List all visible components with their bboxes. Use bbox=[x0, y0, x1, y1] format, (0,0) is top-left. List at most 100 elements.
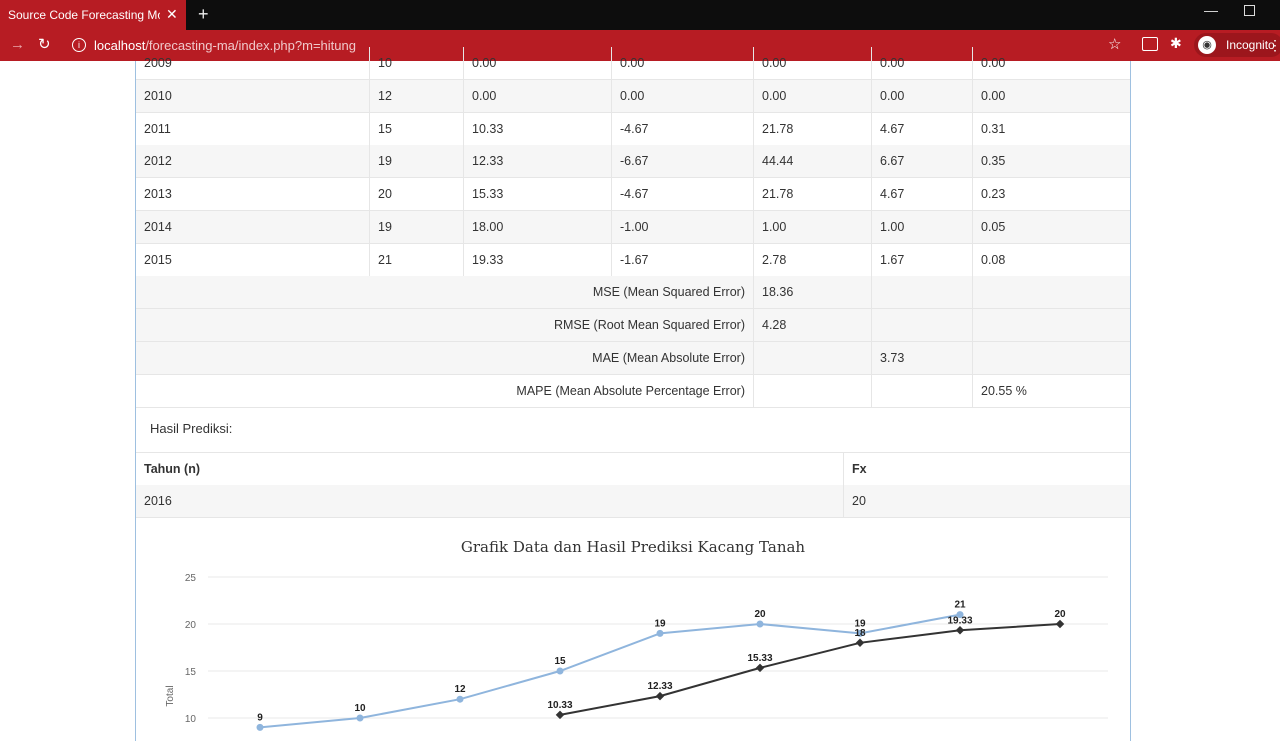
table-cell-actual: 19 bbox=[369, 211, 463, 243]
table-cell-year: 2014 bbox=[144, 220, 172, 234]
table-cell-actual: 12 bbox=[369, 79, 463, 112]
data-label: 18 bbox=[854, 628, 866, 639]
menu-kebab-icon[interactable]: ⋮ bbox=[1268, 37, 1280, 53]
new-tab-icon[interactable]: + bbox=[198, 4, 209, 24]
table-row: 2012 19 12.33 -6.67 44.44 6.67 0.35 bbox=[136, 145, 1130, 179]
data-label: 15.33 bbox=[747, 653, 772, 664]
data-point[interactable] bbox=[956, 611, 964, 619]
data-point[interactable] bbox=[356, 714, 364, 722]
data-label: 19 bbox=[654, 618, 666, 629]
empty-cell bbox=[871, 375, 972, 407]
series-line-2 bbox=[559, 623, 1061, 716]
table-cell-pct: 0.08 bbox=[972, 243, 1130, 276]
url-text[interactable]: localhost/forecasting-ma/index.php?m=hit… bbox=[94, 38, 356, 53]
minimize-icon[interactable]: — bbox=[1204, 2, 1218, 18]
table-cell-ma: 0.00 bbox=[463, 79, 611, 112]
table-cell-actual: 19 bbox=[369, 145, 463, 178]
empty-cell bbox=[972, 276, 1130, 308]
data-point[interactable] bbox=[656, 629, 664, 637]
table-cell-pct: 0.00 bbox=[972, 47, 1130, 79]
incognito-icon: ◉ bbox=[1198, 36, 1216, 54]
bookmark-star-icon[interactable]: ☆ bbox=[1108, 36, 1122, 53]
chart-series-group: 9 10 12 15 19 20 19 21 10.33 12.33 15.33 18 19.33 20 bbox=[256, 600, 1066, 731]
data-point[interactable] bbox=[456, 695, 464, 703]
prediction-year: 2016 bbox=[144, 494, 172, 508]
data-label: 20 bbox=[754, 609, 766, 620]
col-year-header: Tahun (n) bbox=[144, 462, 200, 476]
mse-label: MSE (Mean Squared Error) bbox=[592, 285, 745, 299]
mape-row: MAPE (Mean Absolute Percentage Error) 20… bbox=[136, 375, 1130, 408]
table-cell-sq: 1.00 bbox=[753, 211, 871, 243]
mse-value: 18.36 bbox=[753, 276, 871, 308]
reload-icon[interactable]: ↻ bbox=[38, 36, 51, 53]
data-point[interactable] bbox=[256, 723, 264, 731]
incognito-indicator[interactable]: ◉ Incognito bbox=[1194, 33, 1280, 57]
address-bar[interactable]: i localhost/forecasting-ma/index.php?m=h… bbox=[62, 33, 1100, 58]
table-cell-abs: 4.67 bbox=[871, 112, 972, 145]
prediction-fx: 20 bbox=[843, 485, 1130, 517]
tab-close-icon[interactable]: ✕ bbox=[166, 6, 178, 22]
table-cell-error: -1.00 bbox=[611, 211, 753, 243]
prediction-heading: Hasil Prediksi: bbox=[150, 421, 233, 436]
table-cell-abs: 0.00 bbox=[871, 47, 972, 79]
data-label: 10.33 bbox=[547, 700, 572, 711]
table-cell-abs: 4.67 bbox=[871, 178, 972, 211]
table-cell-pct: 0.00 bbox=[972, 79, 1130, 112]
table-cell-abs: 1.00 bbox=[871, 211, 972, 243]
data-point[interactable] bbox=[955, 626, 965, 635]
restore-icon[interactable] bbox=[1244, 5, 1255, 16]
data-label: 20 bbox=[1054, 609, 1066, 620]
data-point[interactable] bbox=[655, 691, 665, 701]
data-point[interactable] bbox=[1055, 619, 1065, 629]
table-cell-sq: 0.00 bbox=[753, 79, 871, 112]
content-panel: 2009 10 0.00 0.00 0.00 0.00 0.00 2010 12 0.00 0.00… bbox=[135, 47, 1131, 741]
data-point[interactable] bbox=[855, 638, 865, 648]
empty-cell bbox=[753, 375, 871, 407]
data-label: 12 bbox=[454, 684, 466, 695]
table-cell-year: 2012 bbox=[144, 154, 172, 169]
mae-row: MAE (Mean Absolute Error) 3.73 bbox=[136, 342, 1130, 375]
extensions-puzzle-icon[interactable]: ✱ bbox=[1170, 35, 1182, 51]
table-cell-year: 2011 bbox=[144, 121, 171, 136]
table-row: 2011 15 10.33 -4.67 21.78 4.67 0.31 bbox=[136, 112, 1130, 146]
tab-title: Source Code Forecasting Moving bbox=[8, 8, 160, 22]
mae-value: 3.73 bbox=[871, 342, 972, 374]
table-cell-error: 0.00 bbox=[611, 79, 753, 112]
table-cell-abs: 6.67 bbox=[871, 145, 972, 178]
table-row: 2015 21 19.33 -1.67 2.78 1.67 0.08 bbox=[136, 243, 1130, 277]
chart-y-axis-label: Total bbox=[165, 685, 176, 706]
rmse-value: 4.28 bbox=[753, 309, 871, 341]
table-cell-actual: 10 bbox=[369, 47, 463, 79]
rmse-label: RMSE (Root Mean Squared Error) bbox=[553, 318, 745, 332]
table-cell-actual: 15 bbox=[369, 112, 463, 145]
table-row: 2013 20 15.33 -4.67 21.78 4.67 0.23 bbox=[136, 178, 1130, 212]
data-point[interactable] bbox=[856, 629, 864, 637]
table-cell-error: -6.67 bbox=[611, 145, 753, 178]
data-point[interactable] bbox=[756, 620, 764, 628]
empty-cell bbox=[972, 309, 1130, 341]
table-cell-year: 2015 bbox=[144, 252, 172, 267]
table-cell-actual: 20 bbox=[369, 178, 463, 211]
table-cell-year: 2013 bbox=[144, 187, 172, 202]
chart-gridlines: 10 15 20 25 bbox=[185, 573, 1108, 725]
empty-cell bbox=[871, 309, 972, 341]
extension-icon[interactable] bbox=[1142, 37, 1158, 51]
data-label: 19.33 bbox=[947, 615, 972, 626]
table-cell-error: -4.67 bbox=[611, 178, 753, 211]
table-cell-ma: 12.33 bbox=[463, 145, 611, 178]
tab-strip: Source Code Forecasting Moving ✕ + — bbox=[0, 0, 1280, 30]
table-cell-year: 2010 bbox=[144, 88, 172, 103]
url-path: /forecasting-ma/index.php?m=hitung bbox=[145, 38, 356, 53]
browser-tab[interactable]: Source Code Forecasting Moving ✕ bbox=[0, 0, 186, 30]
data-label: 10 bbox=[354, 703, 366, 714]
info-icon[interactable]: i bbox=[72, 38, 86, 52]
empty-cell bbox=[753, 342, 871, 374]
table-cell-ma: 18.00 bbox=[463, 211, 611, 243]
y-tick-label: 15 bbox=[185, 667, 197, 678]
table-cell-actual: 21 bbox=[369, 243, 463, 276]
data-point[interactable] bbox=[556, 667, 564, 675]
mape-value: 20.55 % bbox=[972, 375, 1130, 407]
table-cell-sq: 2.78 bbox=[753, 243, 871, 276]
table-cell-pct: 0.31 bbox=[972, 112, 1130, 145]
back-arrow-icon[interactable]: → bbox=[10, 36, 25, 53]
